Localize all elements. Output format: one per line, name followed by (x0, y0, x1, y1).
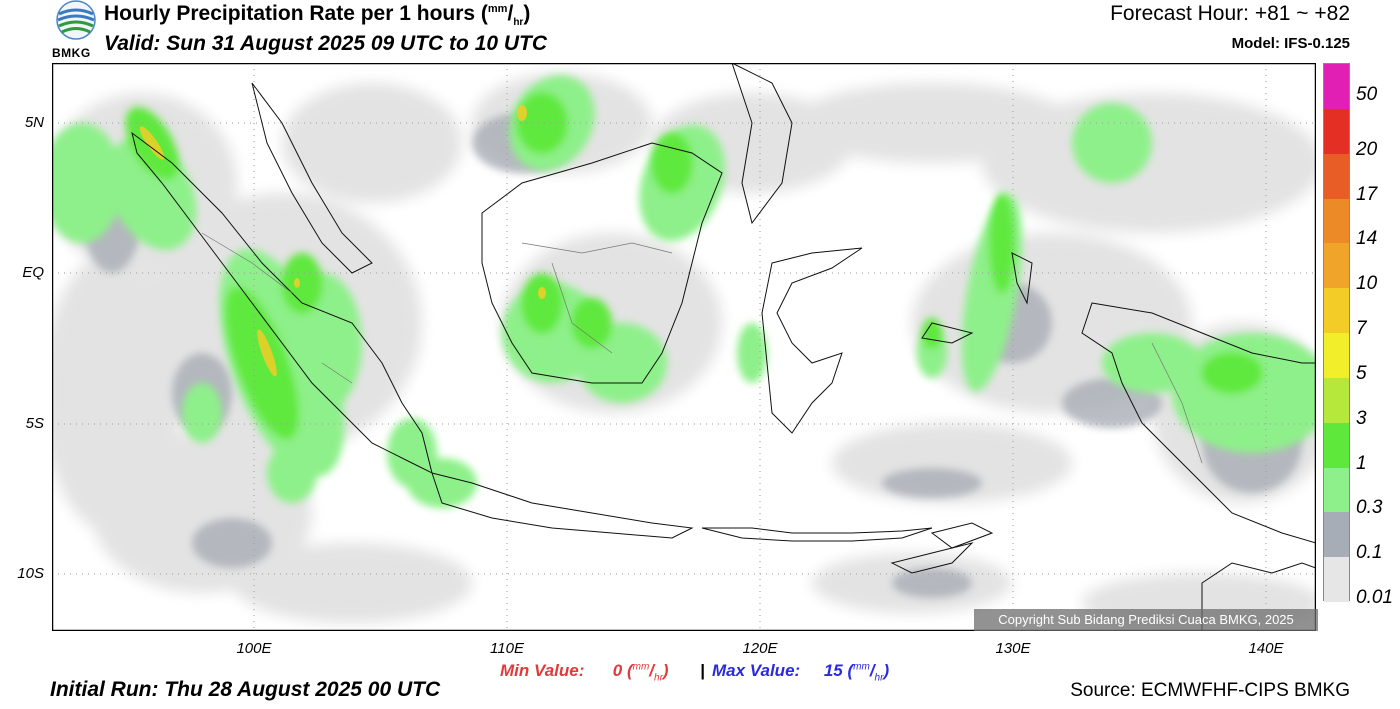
colorbar-segment (1324, 333, 1349, 379)
forecast-hour: Forecast Hour: +81 ~ +82 (1110, 2, 1350, 25)
lat-label-eq: EQ (22, 264, 44, 281)
precip-green-layer (125, 93, 1262, 439)
max-value: Max Value: 15 (mm/hr) (712, 661, 890, 684)
colorbar-segment (1324, 243, 1349, 289)
lon-label-100e: 100E (236, 640, 272, 657)
colorbar-label: 17 (1356, 183, 1378, 205)
chart-title: Hourly Precipitation Rate per 1 hours (m… (104, 2, 531, 29)
colorbar-label: 3 (1356, 407, 1367, 429)
min-label: Min Value: (500, 661, 585, 680)
min-value: Min Value: 0 (mm/hr) (500, 661, 669, 684)
lon-label-110e: 110E (490, 640, 524, 657)
lon-label-140e: 140E (1248, 640, 1284, 657)
colorbar-label: 14 (1356, 228, 1378, 250)
colorbar-segment (1324, 467, 1349, 513)
valid-time: Valid: Sun 31 August 2025 09 UTC to 10 U… (104, 32, 548, 55)
lon-label-120e: 120E (742, 640, 778, 657)
colorbar-label: 1 (1356, 452, 1367, 474)
colorbar (1323, 63, 1350, 603)
lat-label-10s: 10S (17, 565, 44, 582)
colorbar-label: 0.1 (1356, 542, 1383, 564)
colorbar-segment (1324, 64, 1349, 110)
colorbar-segment (1324, 377, 1349, 424)
colorbar-segment (1324, 198, 1349, 244)
coastlines (131, 63, 1316, 631)
colorbar-segment (1324, 108, 1349, 155)
max-label: Max Value: (712, 661, 801, 680)
lat-label-5n: 5N (24, 114, 44, 131)
bmkg-logo-icon (56, 0, 96, 40)
colorbar-segment (1324, 557, 1349, 603)
colorbar-label: 7 (1356, 318, 1367, 339)
colorbar-segment (1324, 422, 1349, 468)
logo-text: BMKG (52, 46, 91, 60)
colorbar-label: 0.3 (1356, 497, 1383, 519)
stats-separator: | (700, 661, 705, 680)
precipitation-map (52, 63, 1316, 631)
initial-run: Initial Run: Thu 28 August 2025 00 UTC (50, 678, 441, 701)
copyright-notice: Copyright Sub Bidang Prediksi Cuaca BMKG… (974, 609, 1318, 631)
precip-heavy-layer (139, 105, 546, 377)
colorbar-segment (1324, 512, 1349, 558)
colorbar-label: 20 (1356, 138, 1378, 160)
data-source: Source: ECMWFHF-CIPS BMKG (1070, 680, 1350, 701)
colorbar-label: 5 (1356, 362, 1367, 384)
province-borders (201, 232, 1203, 464)
colorbar-segment (1324, 153, 1349, 199)
colorbar-label: 10 (1356, 273, 1378, 295)
model-name: Model: IFS-0.125 (1231, 35, 1350, 52)
colorbar-label: 0.01 (1356, 587, 1393, 608)
max-value-number: 15 (823, 661, 843, 680)
map-gridlines (52, 63, 1316, 631)
min-value-number: 0 (612, 661, 623, 680)
colorbar-label: 50 (1356, 83, 1378, 105)
colorbar-segment (1324, 288, 1349, 334)
lon-label-130e: 130E (995, 640, 1031, 657)
lat-label-5s: 5S (25, 415, 44, 432)
